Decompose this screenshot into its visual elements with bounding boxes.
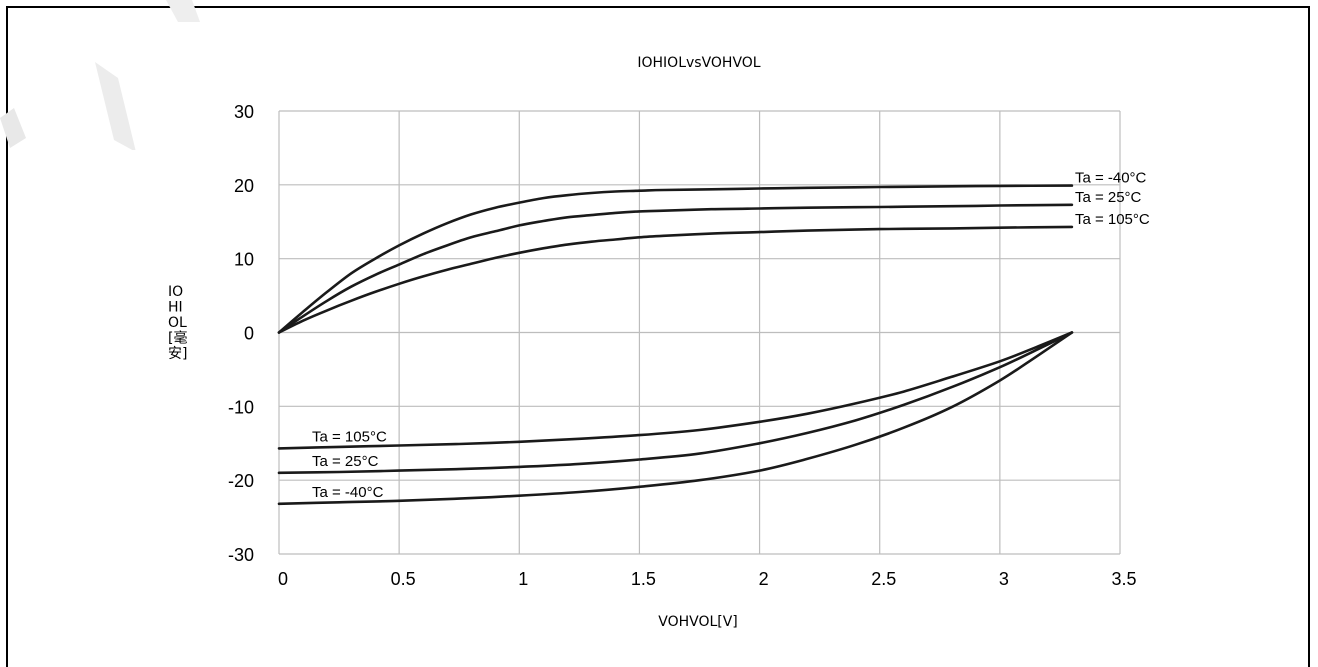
grid [278,110,1121,555]
chart-frame [6,6,1310,667]
watermark-mark-3 [166,0,200,22]
series-label: Ta = 105°C [312,428,387,445]
y-tick-label: 20 [234,176,254,196]
x-tick-label: 0.5 [391,569,416,589]
watermark-mark-2 [95,62,136,150]
series-labels: Ta = -40°C Ta = 25°C Ta = 105°C Ta = 105°C T… [312,170,1150,501]
series-line-iol-4 [277,331,1074,475]
y-axis-label: IOHIOL[毫安] [168,284,187,362]
x-tick-label: 2.5 [871,569,896,589]
series-label: Ta = 105°C [1075,211,1150,228]
y-axis-label-line: OL [168,315,187,331]
x-tick-label: 2 [759,569,769,589]
x-axis-label: VOHVOL[V] [658,614,738,630]
series-line-ioh-2 [277,225,1074,334]
series-line-ioh-1 [277,203,1074,334]
y-tick-label: 10 [234,250,254,270]
x-tick-label: 1.5 [631,569,656,589]
series-line-ioh-0 [277,184,1074,334]
x-tick-label: 3 [999,569,1009,589]
chart-title: IOHIOLvsVOHVOL [637,55,760,71]
series-label: Ta = -40°C [312,484,384,501]
labels: IOHIOLvsVOHVOL VOHVOL[V] IOHIOL[毫安] 0 0.5… [168,55,1150,630]
y-axis-label-line: [毫 [168,330,187,347]
y-tick-label: -10 [228,397,254,417]
y-axis-label-line: HI [168,300,183,316]
watermark-mark-1 [0,108,26,148]
series-label: Ta = 25°C [312,453,379,470]
y-tick-label: 0 [244,324,254,344]
series-lines [277,184,1074,506]
series-line-iol-3 [277,331,1074,450]
y-tick-label: -20 [228,471,254,491]
y-tick-label: 30 [234,102,254,122]
x-tick-label: 0 [278,569,288,589]
y-tick-labels: 30 20 10 0 -10 -20 -30 [228,102,254,565]
series-label: Ta = -40°C [1075,170,1147,187]
watermark-stroke [0,0,200,150]
x-tick-label: 3.5 [1111,569,1136,589]
x-tick-labels: 0 0.5 1 1.5 2 2.5 3 3.5 [278,569,1137,589]
y-axis-label-line: 安] [168,346,187,362]
x-tick-label: 1 [518,569,528,589]
y-tick-label: -30 [228,545,254,565]
series-line-iol-5 [277,331,1074,506]
y-axis-label-line: IO [168,284,183,300]
series-label: Ta = 25°C [1075,189,1142,206]
